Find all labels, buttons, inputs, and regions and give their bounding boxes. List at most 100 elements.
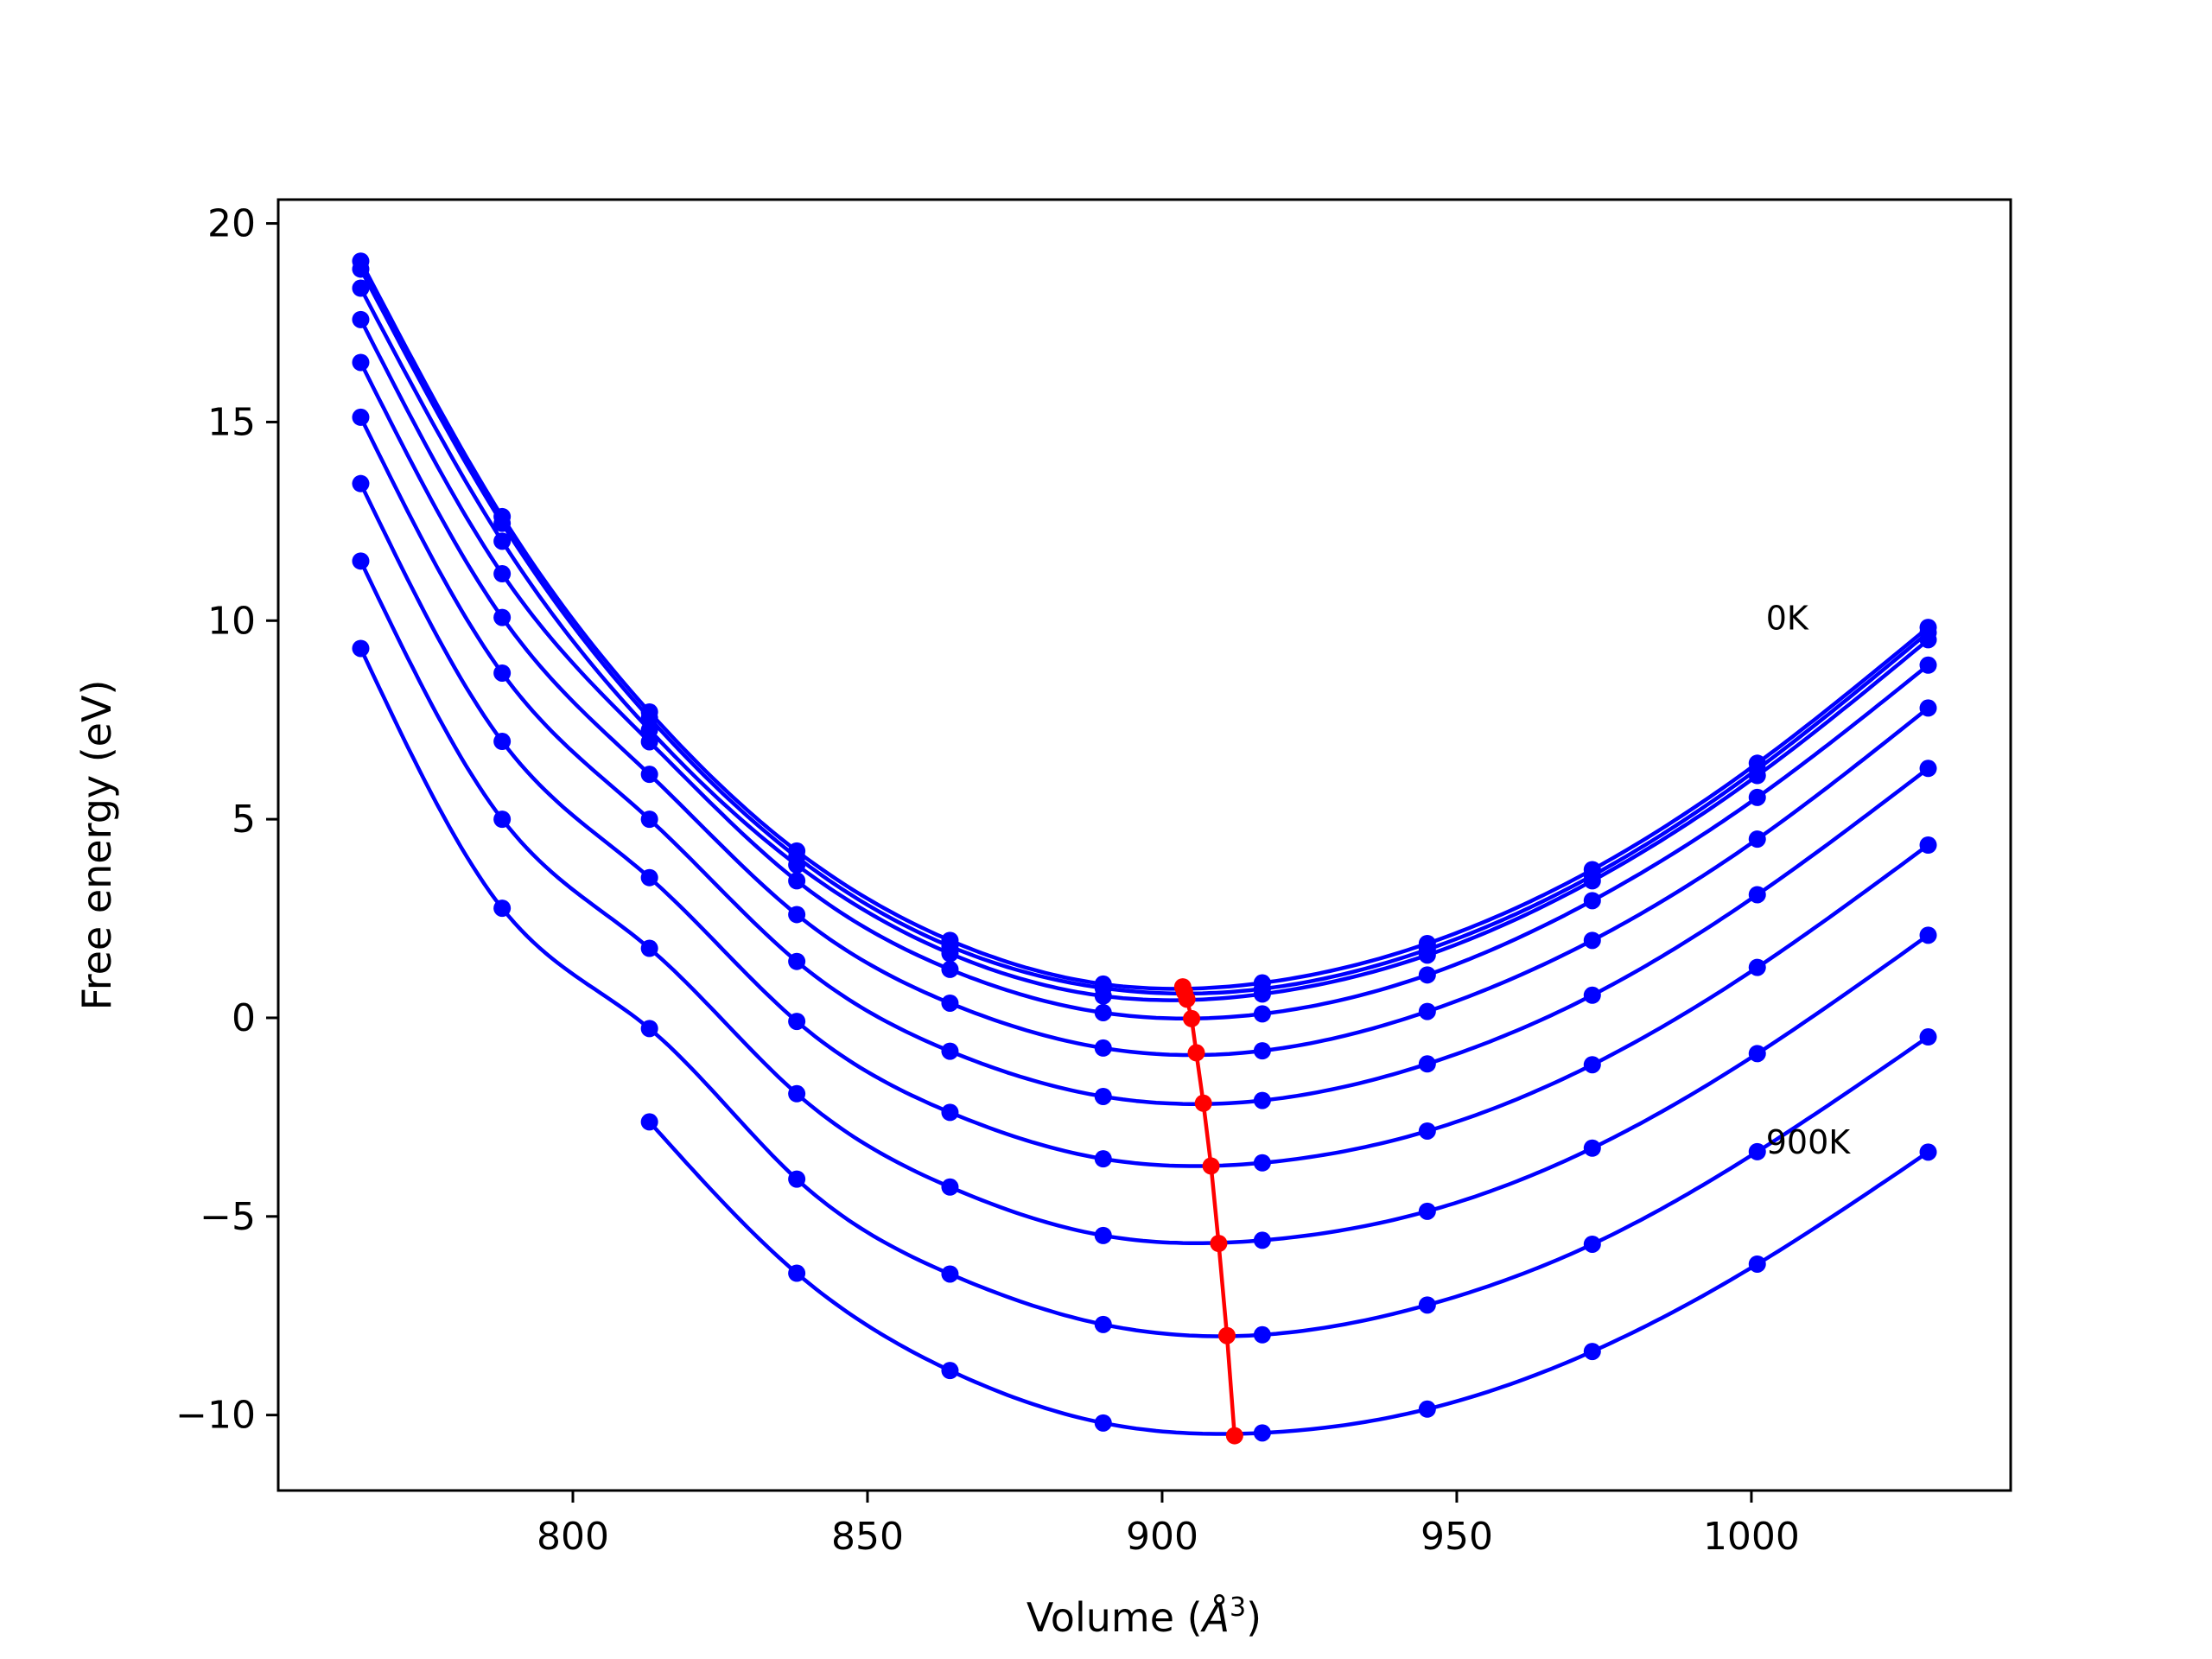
series-point xyxy=(788,1084,806,1103)
series-point xyxy=(1418,1296,1436,1314)
series-point xyxy=(788,1013,806,1031)
series-point xyxy=(941,1265,959,1283)
y-tick-label: 10 xyxy=(207,599,256,643)
series-point xyxy=(1253,1325,1271,1344)
series-point xyxy=(640,733,658,751)
y-tick-label: 0 xyxy=(232,996,256,1040)
series-point xyxy=(1748,830,1766,849)
series-point xyxy=(1094,1414,1112,1432)
series-point xyxy=(640,868,658,887)
series-point xyxy=(352,279,370,297)
series-point xyxy=(1748,958,1766,976)
minimum-point xyxy=(1178,990,1196,1008)
series-point xyxy=(1418,1400,1436,1418)
series-point xyxy=(1583,1343,1601,1361)
series-point xyxy=(1919,836,1937,854)
series-point xyxy=(1418,1002,1436,1020)
series-point xyxy=(1919,1028,1937,1046)
series-point xyxy=(941,944,959,963)
minimum-point xyxy=(1187,1044,1205,1062)
series-point xyxy=(1748,1255,1766,1273)
x-tick-label: 800 xyxy=(537,1515,609,1559)
series-point xyxy=(1583,1056,1601,1074)
minimum-point xyxy=(1225,1427,1243,1445)
series-point xyxy=(1253,985,1271,1003)
series-point xyxy=(640,766,658,784)
series-point xyxy=(1583,892,1601,910)
series-point xyxy=(1418,966,1436,984)
plot-area xyxy=(352,252,1937,1445)
series-point xyxy=(1094,1003,1112,1021)
series-point xyxy=(1919,631,1937,649)
series-point xyxy=(1583,931,1601,950)
series-point xyxy=(1418,946,1436,964)
series-point xyxy=(1583,986,1601,1004)
series-point xyxy=(352,260,370,278)
series-point xyxy=(1748,1045,1766,1063)
series-point xyxy=(1748,1142,1766,1160)
series-point xyxy=(1253,1154,1271,1172)
series-point xyxy=(1583,1139,1601,1157)
y-axis-label: Free energy (eV) xyxy=(73,680,120,1011)
series-point xyxy=(1418,1122,1436,1140)
y-tick-label: 20 xyxy=(207,202,256,246)
series-point xyxy=(1094,1039,1112,1057)
series-point xyxy=(1583,1235,1601,1253)
series-point xyxy=(1919,699,1937,717)
series-point xyxy=(1748,766,1766,785)
series-point xyxy=(788,1264,806,1282)
series-point xyxy=(788,952,806,970)
y-tick-label: −10 xyxy=(175,1394,256,1438)
minimum-point xyxy=(1202,1157,1220,1175)
series-point xyxy=(1094,1315,1112,1333)
series-point xyxy=(1919,760,1937,778)
series-point xyxy=(1094,1150,1112,1168)
y-tick-label: 5 xyxy=(232,798,256,842)
series-point xyxy=(352,408,370,426)
series-point xyxy=(1253,1231,1271,1249)
series-point xyxy=(493,664,512,682)
series-point xyxy=(493,514,512,532)
series-point xyxy=(352,552,370,570)
minimum-point xyxy=(1194,1094,1212,1112)
series-point xyxy=(640,721,658,739)
series-point xyxy=(1253,1042,1271,1060)
series-point xyxy=(941,960,959,978)
x-tick-label: 850 xyxy=(831,1515,904,1559)
series-point xyxy=(1919,926,1937,944)
series-point xyxy=(941,1178,959,1196)
series-point xyxy=(640,810,658,829)
y-tick-label: 15 xyxy=(207,400,256,444)
series-point xyxy=(941,1103,959,1122)
minimum-point xyxy=(1217,1326,1236,1344)
series-point xyxy=(1094,987,1112,1005)
x-tick-label: 1000 xyxy=(1703,1515,1800,1559)
series-point xyxy=(1748,788,1766,806)
series-point xyxy=(493,733,512,751)
series-point xyxy=(1748,886,1766,904)
temperature-annotation: 0K xyxy=(1766,599,1809,637)
series-point xyxy=(1253,1424,1271,1442)
series-point xyxy=(493,608,512,626)
minimum-point xyxy=(1210,1235,1228,1253)
series-point xyxy=(788,1170,806,1188)
series-point xyxy=(1094,1087,1112,1105)
series-point xyxy=(352,639,370,658)
series-point xyxy=(1253,1091,1271,1109)
annotations: 0K 900K xyxy=(1766,599,1852,1161)
series-point xyxy=(352,310,370,328)
series-point xyxy=(352,474,370,493)
series-point xyxy=(1418,1202,1436,1220)
series-point xyxy=(640,939,658,957)
series-point xyxy=(1919,656,1937,674)
series-point xyxy=(941,994,959,1012)
y-tick-label: −5 xyxy=(200,1195,256,1239)
series-point xyxy=(788,855,806,874)
series-point xyxy=(1253,1005,1271,1023)
series-point xyxy=(1583,872,1601,890)
series-point xyxy=(640,1113,658,1131)
minimum-point xyxy=(1183,1009,1201,1027)
series-point xyxy=(640,1020,658,1038)
